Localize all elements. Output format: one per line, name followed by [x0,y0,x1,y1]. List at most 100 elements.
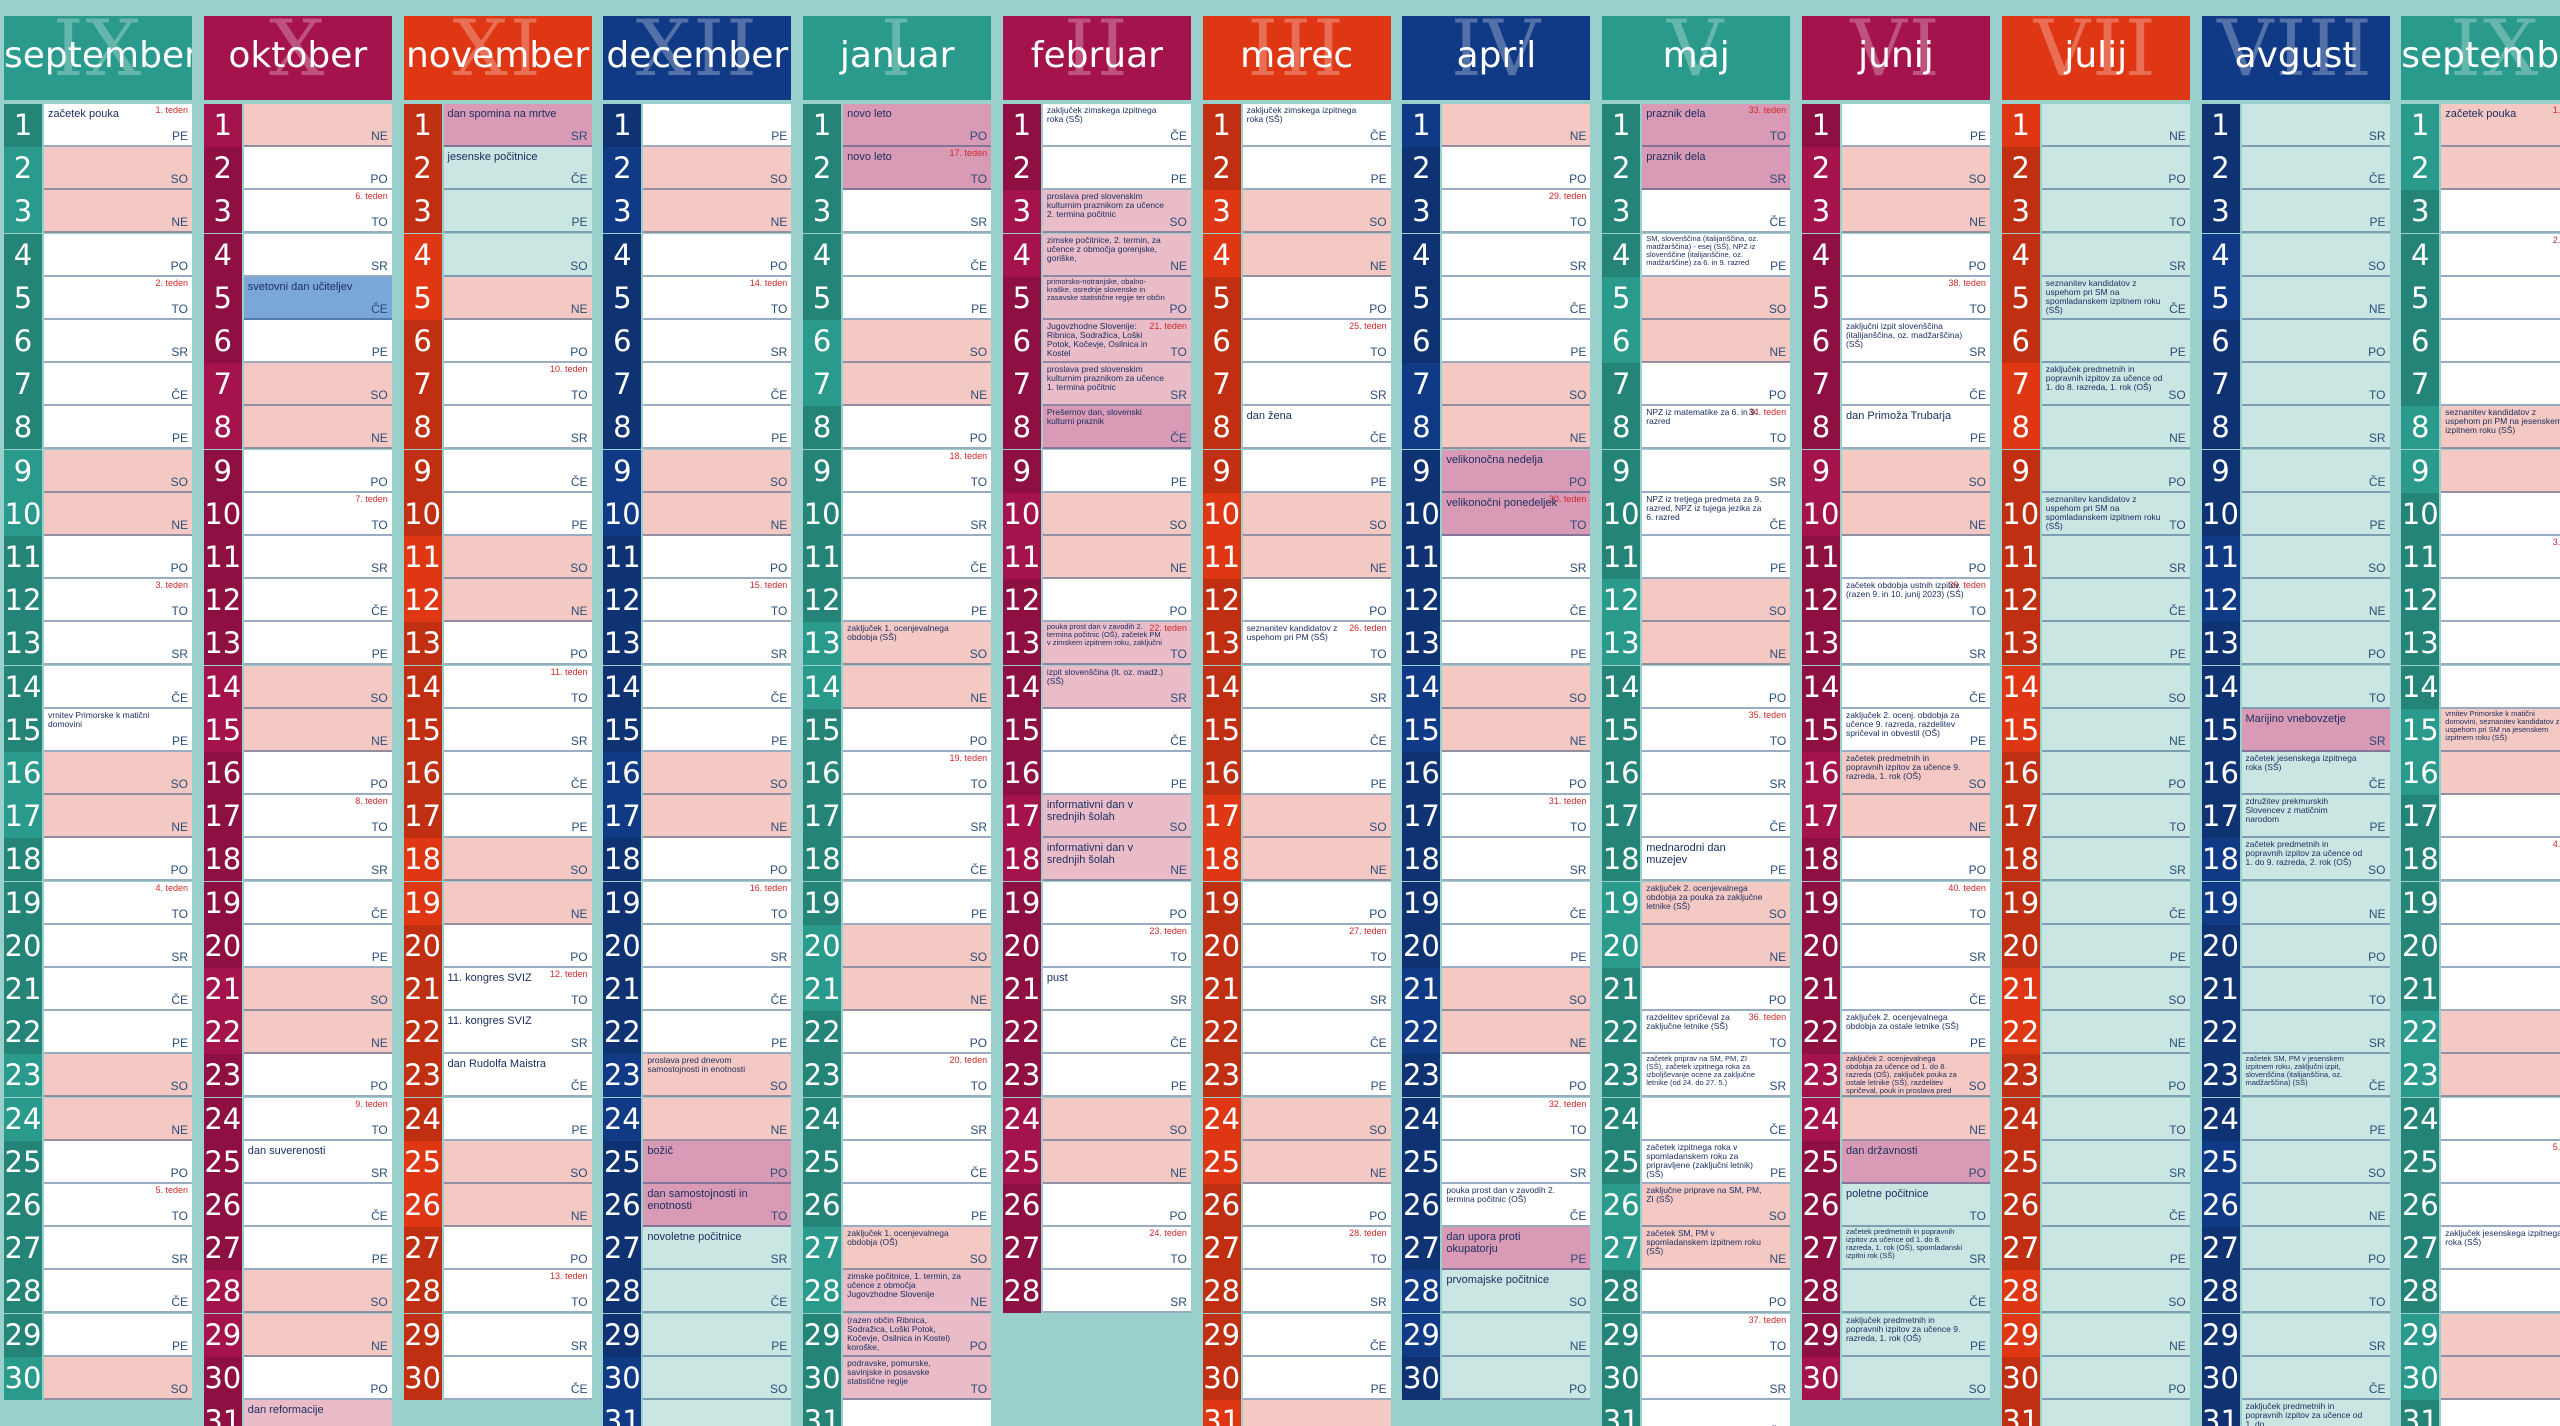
day-cell[interactable]: ČE [443,1356,592,1400]
day-cell[interactable]: TO 28. teden [1242,1227,1391,1271]
day-cell[interactable]: TO 20. teden [843,1054,992,1098]
day-cell[interactable]: NE [243,1011,392,1055]
day-cell[interactable]: SR [1242,665,1391,709]
day-cell[interactable]: TO 25. teden [1242,320,1391,363]
day-cell[interactable]: PO [443,320,592,363]
day-cell[interactable]: PE [843,276,992,320]
day-cell[interactable]: PE [1042,147,1191,191]
day-cell[interactable]: SR [1442,838,1591,882]
day-cell[interactable]: PO [2241,1227,2390,1271]
day-cell[interactable]: PO [2041,752,2190,795]
day-cell[interactable]: TO 22. teden pouka prost dan v zavodih 2. … [1042,622,1191,666]
day-cell[interactable]: PE združitev prekmurskih Slovencev z mati… [2241,795,2390,839]
day-cell[interactable]: SO informativni dan v srednjih šolah [1042,795,1191,839]
day-cell[interactable]: ČE [1442,881,1591,925]
day-cell[interactable]: SR dan spomina na mrtve [443,104,592,147]
day-cell[interactable]: SR [243,536,392,579]
day-cell[interactable]: PE [2241,190,2390,234]
day-cell[interactable]: SO [44,449,192,493]
day-cell[interactable]: NE [2241,1184,2390,1227]
day-cell[interactable]: TO 14. teden [643,276,792,320]
day-cell[interactable]: ČE seznanitev kandidatov z uspehom pri SM… [2041,276,2190,320]
day-cell[interactable]: TO podravske, pomurske, savinjske in posa… [843,1356,992,1400]
day-cell[interactable]: SO začetek predmetnih in popravnih izpito… [1841,752,1990,795]
day-cell[interactable]: PO [2441,492,2560,536]
day-cell[interactable]: PE [1242,1356,1391,1400]
day-cell[interactable]: TO 9. teden [243,1097,392,1141]
day-cell[interactable]: SR [1242,363,1391,407]
day-cell[interactable]: NE [1442,708,1591,752]
day-cell[interactable]: PO [2441,795,2560,839]
day-cell[interactable]: PE [243,1227,392,1271]
day-cell[interactable]: ČE pouka prost dan v zavodih 2. termina p… [1442,1184,1591,1227]
day-cell[interactable]: PO [1442,1356,1591,1400]
day-cell[interactable]: NE [643,492,792,536]
day-cell[interactable]: SR [1442,233,1591,277]
day-cell[interactable]: SR proslava pred slovenskim kulturnim pra… [1042,363,1191,407]
day-cell[interactable]: SR [843,190,992,234]
day-cell[interactable]: TO 35. teden [1642,708,1791,752]
day-cell[interactable]: PO [1242,579,1391,623]
day-cell[interactable]: SO proslava pred slovenskim kulturnim pra… [1042,190,1191,234]
day-cell[interactable]: SO [1642,276,1791,320]
day-cell[interactable]: ČE [243,1184,392,1227]
day-cell[interactable]: ČE [1841,1270,1990,1314]
day-cell[interactable]: SR [2441,881,2560,925]
day-cell[interactable]: PO [1642,968,1791,1011]
day-cell[interactable]: PO [1841,838,1990,882]
day-cell[interactable]: PE [843,881,992,925]
day-cell[interactable]: ČE [1242,1313,1391,1357]
day-cell[interactable]: NE [1841,190,1990,234]
day-cell[interactable]: SO [643,449,792,493]
day-cell[interactable]: PE mednarodni dan muzejev [1642,838,1791,882]
day-cell[interactable]: NE [1841,795,1990,839]
day-cell[interactable]: ČE začetek jesenskega izpitnega roka (SŠ) [2241,752,2390,795]
day-cell[interactable]: SO [1841,147,1990,191]
day-cell[interactable]: PE [1242,1054,1391,1098]
day-cell[interactable]: SR začetek predmetnih in popravnih izpito… [1841,1227,1990,1271]
day-cell[interactable]: NE [1442,1313,1591,1357]
day-cell[interactable]: SO [2241,536,2390,579]
day-cell[interactable]: PO [643,233,792,277]
day-cell[interactable]: ČE [1442,579,1591,623]
day-cell[interactable]: TO 37. teden [1642,1313,1791,1357]
day-cell[interactable]: PE [843,579,992,623]
day-cell[interactable]: PO [2241,320,2390,363]
day-cell[interactable]: SR izpit slovenščina (It. oz. madž.) (SŠ) [1042,665,1191,709]
day-cell[interactable]: NE [44,1097,192,1141]
day-cell[interactable]: PO [2441,1097,2560,1141]
day-cell[interactable]: PO [843,1011,992,1055]
day-cell[interactable]: NE [2441,1356,2560,1400]
day-cell[interactable]: PE [1841,104,1990,147]
day-cell[interactable]: TO [2041,190,2190,234]
day-cell[interactable]: ČE [2041,579,2190,623]
day-cell[interactable]: TO3. teden [2441,536,2560,579]
day-cell[interactable]: SO [243,968,392,1011]
day-cell[interactable]: SO prvomajske počitnice [1442,1270,1591,1314]
day-cell[interactable]: PE [44,1313,192,1357]
day-cell[interactable]: NE [643,1097,792,1141]
day-cell[interactable]: SR dan suverenosti [243,1140,392,1184]
day-cell[interactable]: SOvrnitev Primorske k matični domovini, … [2441,708,2560,752]
day-cell[interactable]: TO 38. teden [1841,276,1990,320]
day-cell[interactable]: PE [2441,968,2560,1011]
day-cell[interactable]: SR [1642,1356,1791,1400]
day-cell[interactable]: PE [243,622,392,666]
day-cell[interactable]: ČE [1841,363,1990,407]
day-cell[interactable]: SO [1442,363,1591,407]
day-cell[interactable]: TO 11. teden [443,665,592,709]
day-cell[interactable]: SR [2241,104,2390,147]
day-cell[interactable]: SO [1841,1356,1990,1400]
day-cell[interactable]: SR [1642,449,1791,493]
day-cell[interactable]: SR [44,924,192,968]
day-cell[interactable]: PO [443,622,592,666]
day-cell[interactable]: NE [243,1313,392,1357]
day-cell[interactable]: ČE [643,1270,792,1314]
day-cell[interactable]: SO zaključek predmetnih in popravnih izpi… [2041,363,2190,407]
day-cell[interactable]: PE [1242,449,1391,493]
day-cell[interactable]: NE [1642,924,1791,968]
day-cell[interactable]: ČE [643,968,792,1011]
day-cell[interactable]: NE [2041,1011,2190,1055]
